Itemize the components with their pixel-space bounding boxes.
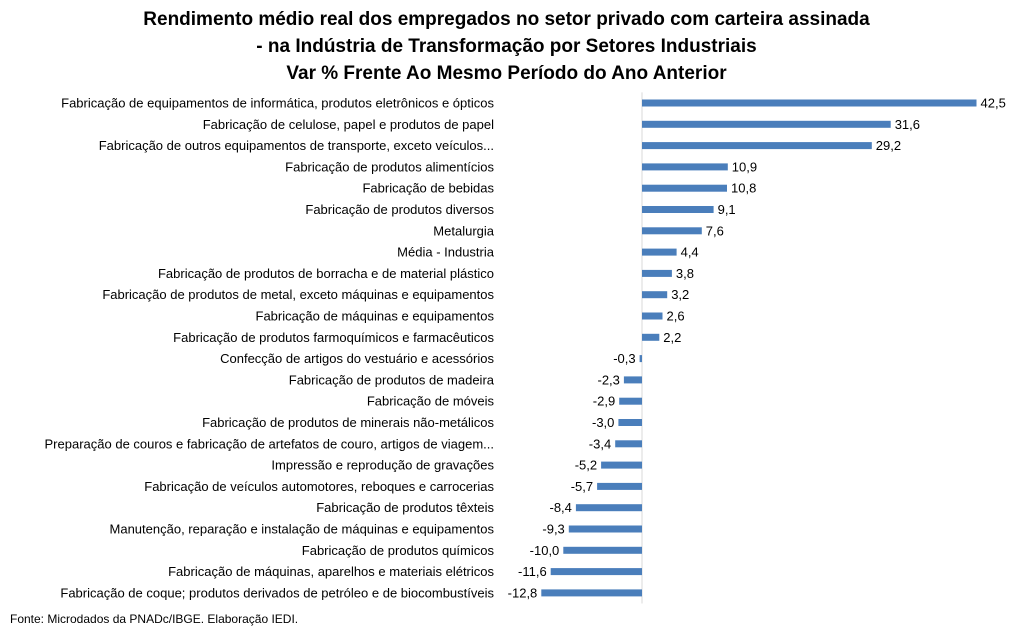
data-label: -9,3 bbox=[542, 522, 564, 537]
data-label: -12,8 bbox=[508, 585, 538, 600]
data-label: -3,0 bbox=[592, 415, 614, 430]
category-label: Fabricação de coque; produtos derivados … bbox=[60, 585, 494, 600]
bar bbox=[575, 504, 642, 512]
source-note: Fonte: Microdados da PNADc/IBGE. Elabora… bbox=[10, 612, 299, 626]
bar bbox=[639, 355, 642, 363]
data-label: -2,3 bbox=[597, 372, 619, 387]
bar bbox=[618, 419, 642, 426]
data-label: 10,9 bbox=[732, 159, 757, 174]
data-label: 3,2 bbox=[671, 287, 689, 302]
category-label: Fabricação de veículos automotores, rebo… bbox=[144, 479, 494, 494]
bar bbox=[642, 184, 727, 192]
data-label: 2,2 bbox=[663, 330, 681, 345]
bar bbox=[642, 120, 891, 128]
bar bbox=[541, 589, 642, 597]
category-label: Preparação de couros e fabricação de art… bbox=[45, 436, 494, 451]
chart-title: Rendimento médio real dos empregados no … bbox=[0, 6, 1013, 87]
chart-title-line-1: Rendimento médio real dos empregados no … bbox=[143, 9, 870, 30]
category-label: Média - Industria bbox=[397, 245, 495, 260]
data-label: -8,4 bbox=[549, 500, 571, 515]
bar bbox=[619, 397, 642, 405]
bar bbox=[642, 333, 660, 341]
category-label: Fabricação de produtos têxteis bbox=[316, 500, 494, 515]
category-label: Fabricação de outros equipamentos de tra… bbox=[99, 138, 494, 153]
category-label: Confecção de artigos do vestuário e aces… bbox=[220, 351, 494, 366]
data-label: 10,8 bbox=[731, 181, 756, 196]
chart-title-line-3: Var % Frente Ao Mesmo Período do Ano Ant… bbox=[286, 63, 727, 84]
category-label: Fabricação de móveis bbox=[367, 394, 495, 409]
data-label: -2,9 bbox=[593, 394, 615, 409]
bar bbox=[550, 568, 642, 576]
data-label: 9,1 bbox=[718, 202, 736, 217]
data-label: -5,2 bbox=[575, 458, 597, 473]
data-label: 3,8 bbox=[676, 266, 694, 281]
data-label: -0,3 bbox=[613, 351, 635, 366]
data-label: -5,7 bbox=[571, 479, 593, 494]
category-label: Fabricação de produtos farmoquímicos e f… bbox=[173, 330, 494, 345]
bar bbox=[642, 206, 714, 213]
data-label: 42,5 bbox=[981, 96, 1006, 111]
bar bbox=[563, 546, 642, 554]
data-label: 31,6 bbox=[895, 117, 920, 132]
category-label: Impressão e reprodução de gravações bbox=[271, 458, 494, 473]
bar bbox=[642, 312, 663, 320]
category-label: Fabricação de celulose, papel e produtos… bbox=[203, 117, 494, 132]
data-label: 4,4 bbox=[681, 245, 699, 260]
bar bbox=[642, 163, 728, 171]
category-label: Fabricação de máquinas, aparelhos e mate… bbox=[168, 564, 494, 579]
chart-title-line-2: - na Indústria de Transformação por Seto… bbox=[256, 36, 757, 57]
bar bbox=[568, 525, 642, 533]
category-label: Fabricação de equipamentos de informátic… bbox=[61, 96, 494, 111]
category-label: Fabricação de bebidas bbox=[362, 181, 494, 196]
category-label: Fabricação de produtos químicos bbox=[302, 543, 495, 558]
data-label: -3,4 bbox=[589, 436, 611, 451]
category-label: Fabricação de máquinas e equipamentos bbox=[256, 309, 495, 324]
data-label: 2,6 bbox=[667, 309, 685, 324]
category-label: Fabricação de produtos de minerais não-m… bbox=[202, 415, 494, 430]
data-label: -10,0 bbox=[530, 543, 560, 558]
bar bbox=[642, 142, 872, 150]
bar bbox=[615, 440, 642, 448]
data-label: -11,6 bbox=[518, 564, 547, 579]
bar bbox=[642, 248, 677, 256]
category-label: Manutenção, reparação e instalação de má… bbox=[110, 522, 495, 537]
data-label: 29,2 bbox=[876, 138, 901, 153]
bar bbox=[642, 227, 702, 235]
bar bbox=[642, 99, 977, 107]
category-label: Fabricação de produtos alimentícios bbox=[285, 159, 494, 174]
category-label: Fabricação de produtos de madeira bbox=[289, 372, 495, 387]
data-label: 7,6 bbox=[706, 223, 724, 238]
bar bbox=[597, 482, 642, 490]
category-label: Fabricação de produtos de borracha e de … bbox=[158, 266, 494, 281]
bar bbox=[601, 461, 642, 469]
category-label: Fabricação de produtos de metal, exceto … bbox=[102, 287, 494, 302]
bar bbox=[642, 291, 668, 299]
category-label: Metalurgia bbox=[433, 223, 494, 238]
bar bbox=[642, 269, 672, 277]
category-label: Fabricação de produtos diversos bbox=[305, 202, 494, 217]
bar bbox=[623, 376, 642, 384]
